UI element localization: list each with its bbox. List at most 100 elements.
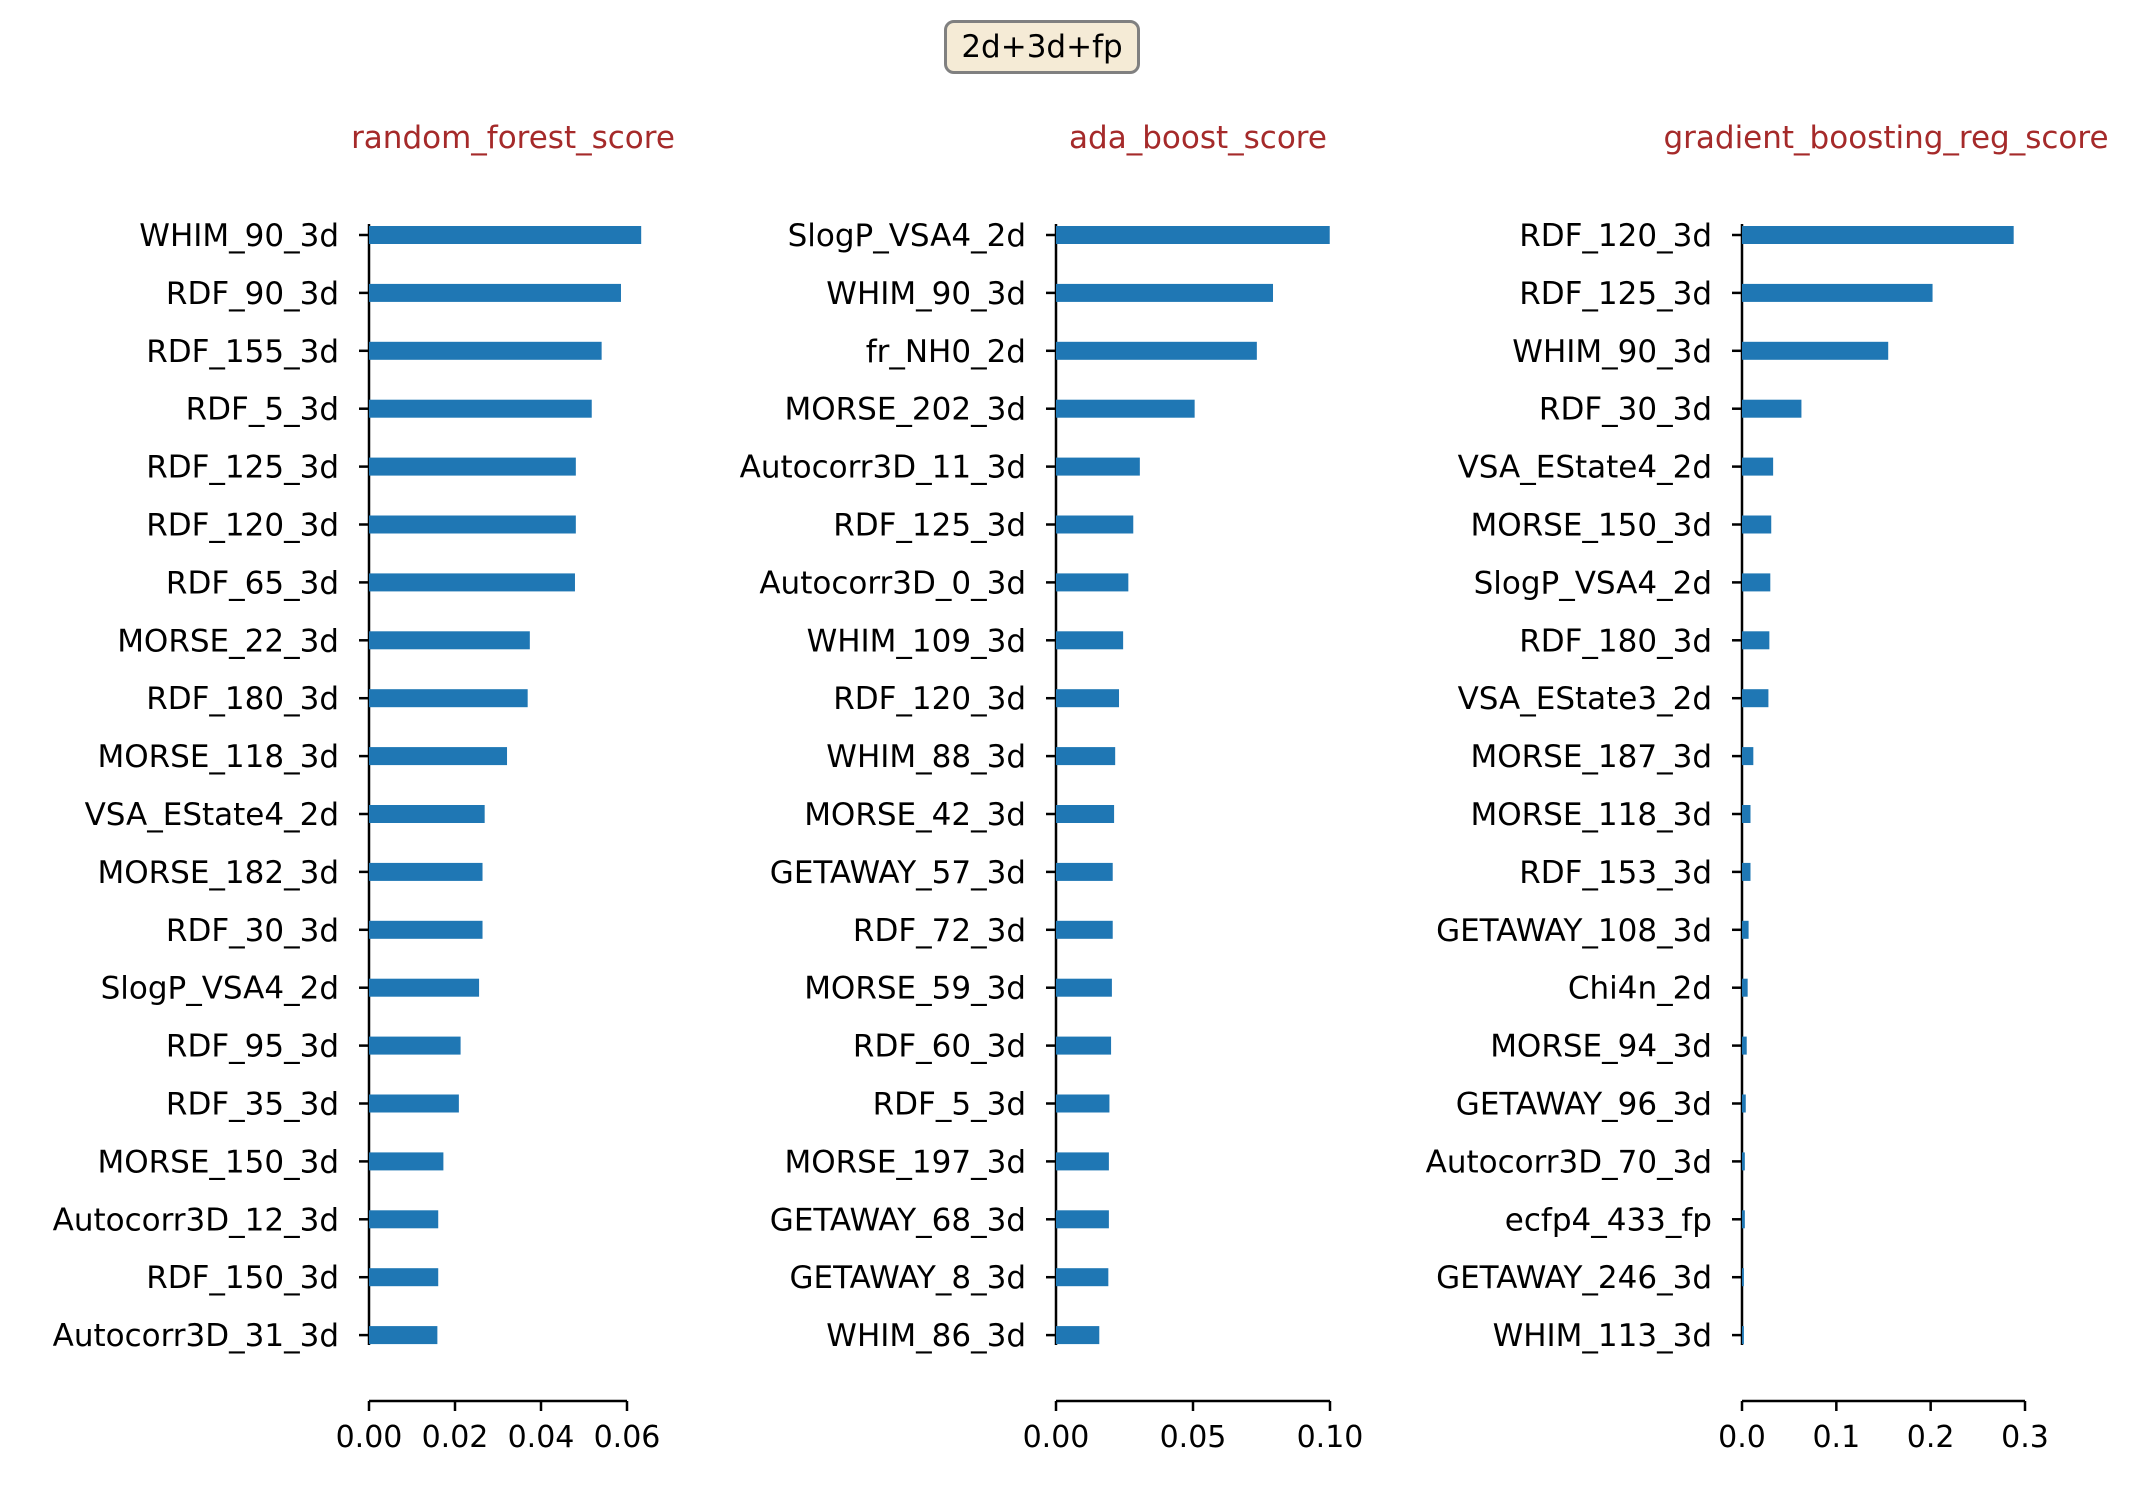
bar <box>1742 920 1749 939</box>
bar <box>1742 631 1770 650</box>
bar <box>369 920 483 939</box>
bar <box>369 399 592 418</box>
category-label: RDF_30_3d <box>166 913 339 949</box>
bar <box>369 1268 439 1287</box>
category-label: RDF_125_3d <box>146 450 339 486</box>
category-label: RDF_120_3d <box>1519 218 1712 254</box>
bar <box>1742 1036 1747 1055</box>
bar <box>1056 1152 1109 1171</box>
category-label: RDF_120_3d <box>833 681 1026 717</box>
bar <box>1056 631 1124 650</box>
bar <box>1742 341 1889 360</box>
bar <box>1056 1268 1109 1287</box>
category-label: WHIM_86_3d <box>826 1318 1026 1354</box>
category-label: RDF_72_3d <box>853 913 1026 949</box>
category-label: RDF_180_3d <box>146 681 339 717</box>
panel-title: random_forest_score <box>351 120 675 156</box>
category-label: GETAWAY_246_3d <box>1436 1260 1712 1296</box>
category-label: RDF_30_3d <box>1539 392 1712 428</box>
category-label: MORSE_182_3d <box>97 855 339 891</box>
category-label: GETAWAY_96_3d <box>1456 1087 1712 1123</box>
bar <box>369 1326 438 1345</box>
bar <box>369 805 485 823</box>
category-label: MORSE_150_3d <box>1470 508 1712 544</box>
bar <box>369 457 576 476</box>
category-label: WHIM_90_3d <box>1512 334 1712 370</box>
panel-title: gradient_boosting_reg_score <box>1663 120 2108 156</box>
category-label: RDF_120_3d <box>146 508 339 544</box>
category-label: VSA_EState3_2d <box>1458 681 1712 717</box>
bar <box>1056 920 1113 939</box>
category-label: MORSE_42_3d <box>804 797 1026 833</box>
category-label: GETAWAY_68_3d <box>770 1202 1026 1238</box>
x-tick-label: 0.0 <box>1718 1420 1766 1455</box>
bar <box>1056 689 1120 708</box>
bar <box>1742 862 1751 881</box>
category-label: GETAWAY_57_3d <box>770 855 1026 891</box>
x-tick-label: 0.00 <box>336 1420 403 1455</box>
category-label: SlogP_VSA4_2d <box>101 971 339 1007</box>
x-tick-label: 0.2 <box>1907 1420 1955 1455</box>
x-tick-label: 0.04 <box>508 1420 575 1455</box>
bar <box>1056 805 1115 823</box>
category-label: RDF_35_3d <box>166 1087 339 1123</box>
category-label: RDF_150_3d <box>146 1260 339 1296</box>
bar <box>369 1152 444 1171</box>
bar <box>1742 283 1933 302</box>
category-label: SlogP_VSA4_2d <box>788 218 1026 254</box>
x-tick-label: 0.05 <box>1160 1420 1227 1455</box>
x-tick-label: 0.02 <box>422 1420 489 1455</box>
bar <box>1056 978 1112 997</box>
category-label: Autocorr3D_0_3d <box>759 565 1026 601</box>
bar <box>1742 747 1754 766</box>
bar <box>369 283 621 302</box>
category-label: Autocorr3D_12_3d <box>53 1202 339 1238</box>
bar <box>1056 226 1330 244</box>
bar <box>1742 1094 1746 1113</box>
x-tick-label: 0.3 <box>2001 1420 2049 1455</box>
bar <box>1056 341 1257 360</box>
category-label: RDF_60_3d <box>853 1029 1026 1065</box>
category-label: RDF_180_3d <box>1519 623 1712 659</box>
bar <box>1056 1210 1109 1229</box>
bar <box>369 1094 459 1113</box>
bar <box>1742 689 1769 708</box>
bar <box>369 226 642 244</box>
bar <box>1056 515 1134 534</box>
bar <box>1056 457 1140 476</box>
bar <box>369 689 528 708</box>
figure-badge: 2d+3d+fp <box>944 20 1140 74</box>
category-label: RDF_125_3d <box>1519 276 1712 312</box>
bar <box>369 1210 439 1229</box>
category-label: MORSE_118_3d <box>1470 797 1712 833</box>
category-label: fr_NH0_2d <box>866 334 1026 370</box>
bar <box>1056 1036 1112 1055</box>
bar <box>1056 399 1195 418</box>
category-label: MORSE_150_3d <box>97 1144 339 1180</box>
category-label: Autocorr3D_70_3d <box>1426 1144 1712 1180</box>
category-label: Autocorr3D_11_3d <box>740 450 1026 486</box>
bar <box>1742 573 1771 592</box>
category-label: RDF_5_3d <box>873 1087 1026 1123</box>
category-label: WHIM_90_3d <box>139 218 339 254</box>
category-label: MORSE_59_3d <box>804 971 1026 1007</box>
bar <box>369 515 576 534</box>
panel-title: ada_boost_score <box>1069 120 1327 156</box>
bar <box>1742 515 1772 534</box>
category-label: MORSE_197_3d <box>784 1144 1026 1180</box>
category-label: RDF_153_3d <box>1519 855 1712 891</box>
x-tick-label: 0.10 <box>1297 1420 1364 1455</box>
bar <box>1056 283 1274 302</box>
x-tick-label: 0.06 <box>594 1420 661 1455</box>
bar <box>1742 457 1774 476</box>
category-label: RDF_5_3d <box>186 392 339 428</box>
bar <box>1056 1326 1100 1345</box>
category-label: MORSE_202_3d <box>784 392 1026 428</box>
bar <box>1742 978 1748 997</box>
category-label: SlogP_VSA4_2d <box>1474 565 1712 601</box>
bar <box>1742 1268 1744 1287</box>
category-label: VSA_EState4_2d <box>1458 450 1712 486</box>
category-label: WHIM_109_3d <box>807 623 1026 659</box>
bar <box>369 862 483 881</box>
